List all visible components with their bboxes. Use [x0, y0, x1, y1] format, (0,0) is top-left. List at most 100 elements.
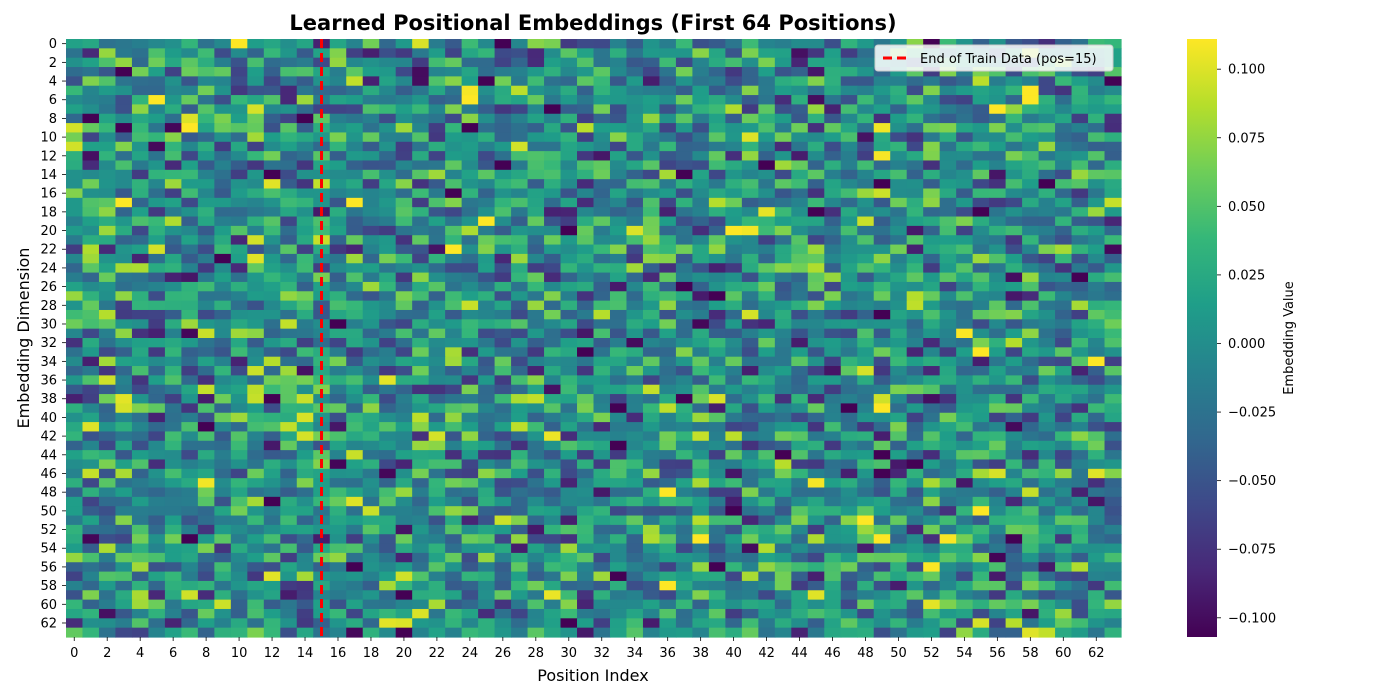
heatmap-cell — [824, 515, 842, 526]
heatmap-cell — [972, 188, 990, 199]
heatmap-cell — [131, 179, 150, 190]
heatmap-cell — [1005, 524, 1023, 535]
heatmap-cell — [313, 253, 331, 264]
heatmap-cell — [857, 151, 875, 162]
heatmap-cell — [1038, 543, 1056, 554]
heatmap-cell — [461, 534, 479, 545]
heatmap-cell — [412, 319, 430, 330]
heatmap-cell — [1038, 403, 1056, 414]
heatmap-cell — [626, 272, 644, 283]
heatmap-cell — [626, 39, 644, 49]
heatmap-cell — [989, 309, 1007, 320]
heatmap-cell — [98, 478, 117, 489]
heatmap-cell — [642, 515, 661, 526]
heatmap-cell — [263, 524, 281, 535]
heatmap-cell — [362, 85, 380, 96]
heatmap-cell — [329, 590, 347, 601]
heatmap-cell — [890, 151, 908, 162]
heatmap-cell — [593, 272, 611, 283]
heatmap-cell — [181, 468, 199, 479]
heatmap-cell — [972, 235, 990, 246]
heatmap-cell — [593, 599, 611, 610]
heatmap-cell — [857, 571, 875, 582]
heatmap-cell — [346, 403, 364, 414]
heatmap-cell — [230, 151, 248, 162]
heatmap-cell — [1071, 450, 1089, 461]
colorbar-tick-label: 0.075 — [1228, 131, 1265, 146]
heatmap-cell — [873, 608, 891, 619]
heatmap-cell — [873, 338, 891, 348]
heatmap-cell — [1022, 188, 1040, 199]
heatmap-cell — [197, 197, 215, 208]
heatmap-cell — [609, 76, 628, 87]
heatmap-cell — [873, 160, 891, 171]
heatmap-cell — [428, 151, 446, 162]
heatmap-cell — [445, 123, 463, 134]
heatmap-cell — [560, 599, 578, 610]
heatmap-cell — [609, 244, 628, 255]
heatmap-cell — [626, 552, 644, 563]
heatmap-cell — [329, 543, 347, 554]
heatmap-cell — [511, 319, 529, 330]
heatmap-cell — [379, 141, 397, 152]
heatmap-cell — [82, 515, 100, 526]
heatmap-cell — [164, 104, 182, 115]
heatmap-cell — [511, 48, 529, 59]
heatmap-cell — [593, 319, 611, 330]
heatmap-cell — [247, 608, 265, 619]
heatmap-cell — [395, 338, 413, 348]
heatmap-cell — [82, 599, 100, 610]
heatmap-cell — [791, 515, 809, 526]
heatmap-cell — [577, 95, 595, 105]
heatmap-cell — [412, 328, 430, 339]
heatmap-cell — [675, 225, 693, 236]
heatmap-cell — [725, 468, 743, 479]
heatmap-cell — [164, 599, 182, 610]
heatmap-cell — [807, 403, 825, 414]
heatmap-cell — [164, 627, 182, 638]
heatmap-cell — [609, 160, 628, 171]
heatmap-cell — [148, 48, 166, 59]
heatmap-cell — [379, 487, 397, 498]
heatmap-cell — [906, 338, 924, 348]
heatmap-cell — [1005, 216, 1023, 227]
heatmap-cell — [791, 169, 809, 180]
heatmap-cell — [181, 104, 199, 115]
heatmap-cell — [577, 216, 595, 227]
heatmap-cell — [214, 468, 232, 479]
heatmap-cell — [362, 151, 380, 162]
heatmap-cell — [791, 487, 809, 498]
heatmap-cell — [758, 515, 776, 526]
heatmap-cell — [577, 132, 595, 143]
heatmap-cell — [395, 347, 413, 358]
heatmap-cell — [609, 300, 628, 311]
heatmap-cell — [412, 478, 430, 489]
heatmap-cell — [66, 478, 84, 489]
heatmap-cell — [395, 552, 413, 563]
heatmap-cell — [1071, 225, 1089, 236]
heatmap-cell — [214, 375, 232, 386]
heatmap-cell — [1055, 375, 1073, 386]
heatmap-cell — [609, 319, 628, 330]
heatmap-cell — [1038, 253, 1056, 264]
heatmap-cell — [989, 590, 1007, 601]
heatmap-cell — [1005, 459, 1023, 470]
heatmap-cell — [577, 39, 595, 49]
heatmap-cell — [164, 207, 182, 218]
heatmap-cell — [412, 104, 430, 115]
heatmap-cell — [708, 244, 726, 255]
heatmap-cell — [956, 478, 974, 489]
heatmap-cell — [593, 459, 611, 470]
heatmap-cell — [263, 132, 281, 143]
heatmap-cell — [247, 85, 265, 96]
heatmap-cell — [494, 440, 512, 451]
heatmap-cell — [230, 580, 248, 591]
heatmap-cell — [890, 291, 908, 302]
heatmap-cell — [395, 468, 413, 479]
heatmap-cell — [807, 132, 825, 143]
heatmap-cell — [692, 291, 710, 302]
heatmap-cell — [478, 253, 496, 264]
heatmap-cell — [626, 459, 644, 470]
heatmap-cell — [346, 169, 364, 180]
heatmap-cell — [774, 291, 792, 302]
